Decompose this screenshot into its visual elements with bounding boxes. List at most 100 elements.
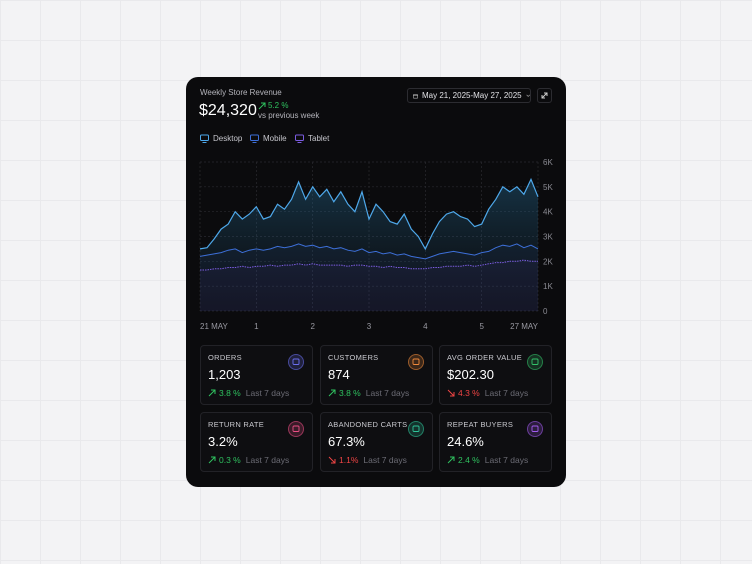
kpi-change-row: 4.3 % Last 7 days <box>447 388 528 398</box>
y-tick-label: 2K <box>543 257 553 266</box>
kpi-glyph <box>531 425 539 432</box>
legend-item: Mobile <box>250 134 287 143</box>
series-area <box>200 243 538 311</box>
kpi-glyph <box>531 358 539 365</box>
legend-swatch <box>295 134 304 141</box>
kpi-glyph <box>412 358 420 365</box>
x-tick-label: 2 <box>310 322 315 331</box>
kpi-value: 67.3% <box>328 434 365 449</box>
series-line <box>199 177 539 251</box>
trend-arrow <box>208 389 216 397</box>
kpi-change: 3.8 % <box>219 388 241 398</box>
kpi-glyph-shape <box>412 425 420 432</box>
kpi-icon <box>288 354 304 370</box>
legend-label: Desktop <box>213 134 243 143</box>
kpi-label: ORDERS <box>208 353 242 362</box>
kpi-change: 3.8 % <box>339 388 361 398</box>
y-tick-label: 5K <box>543 183 553 192</box>
revenue-change: 5.2 % <box>258 101 288 110</box>
kpi-change-row: 2.4 % Last 7 days <box>447 455 528 465</box>
y-tick-label: 0 <box>543 307 548 316</box>
kpi-value: 24.6% <box>447 434 484 449</box>
kpi-card: ORDERS 1,203 3.8 % Last 7 days <box>200 345 313 405</box>
kpi-card: CUSTOMERS 874 3.8 % Last 7 days <box>320 345 433 405</box>
kpi-glyph-shape <box>412 358 420 365</box>
kpi-icon <box>408 421 424 437</box>
arrow <box>447 456 455 464</box>
kpi-change: 2.4 % <box>458 455 480 465</box>
kpi-glyph <box>292 425 300 432</box>
kpi-card: ABANDONED CARTS 67.3% 1.1% Last 7 days <box>320 412 433 472</box>
legend-icon <box>250 134 259 143</box>
comparison: vs previous week <box>258 111 320 120</box>
y-tick-label: 6K <box>543 158 553 167</box>
kpi-period: Last 7 days <box>363 455 407 465</box>
legend-item: Desktop <box>200 134 242 143</box>
kpi-icon <box>527 354 543 370</box>
legend-swatch <box>250 134 259 141</box>
expand-icon <box>541 92 548 99</box>
kpi-change: 0.3 % <box>219 455 241 465</box>
kpi-period: Last 7 days <box>484 455 529 465</box>
kpi-glyph <box>412 425 420 432</box>
arrow <box>447 389 455 397</box>
kpi-period: Last 7 days <box>245 388 290 398</box>
kpi-value: 874 <box>328 367 350 382</box>
total-revenue: $24,320 <box>199 102 257 119</box>
chevron <box>526 94 530 97</box>
trend-arrow <box>328 389 336 397</box>
series-line <box>199 243 539 260</box>
change-value: 5.2 % <box>268 101 289 110</box>
kpi-change-row: 0.3 % Last 7 days <box>208 455 289 465</box>
trend-arrow <box>208 456 216 464</box>
series-area <box>200 260 538 311</box>
arrow <box>208 389 216 397</box>
arrow <box>208 456 216 464</box>
kpi-period: Last 7 days <box>245 455 290 465</box>
date-picker[interactable]: May 21, 2025-May 27, 2025 <box>407 88 531 103</box>
kpi-label: ABANDONED CARTS <box>328 420 408 429</box>
kpi-value: $202.30 <box>447 367 494 382</box>
expand-button[interactable] <box>537 88 552 103</box>
kpi-icon <box>527 421 543 437</box>
x-tick-label: 4 <box>423 322 428 331</box>
kpi-icon <box>288 421 304 437</box>
arrow <box>328 456 336 464</box>
kpi-icon <box>408 354 424 370</box>
kpi-change-row: 3.8 % Last 7 days <box>208 388 289 398</box>
kpi-change-row: 1.1% Last 7 days <box>328 455 407 465</box>
kpi-glyph <box>292 358 300 365</box>
series-line <box>200 259 538 271</box>
kpi-change: 4.3 % <box>458 388 480 398</box>
legend-item: Tablet <box>295 134 329 143</box>
x-tick-label: 27 MAY <box>510 322 539 331</box>
x-tick-label: 21 MAY <box>200 322 229 331</box>
legend-swatch <box>200 134 209 141</box>
kpi-period: Last 7 days <box>484 388 529 398</box>
kpi-glyph-shape <box>292 425 300 432</box>
trend-arrow <box>328 456 336 464</box>
kpi-label: AVG ORDER VALUE <box>447 353 523 362</box>
y-tick-label: 1K <box>543 282 553 291</box>
x-tick-label: 3 <box>367 322 372 331</box>
y-tick-label: 3K <box>543 233 553 242</box>
trend-arrow <box>258 102 266 109</box>
kpi-value: 3.2% <box>208 434 238 449</box>
kpi-label: CUSTOMERS <box>328 353 379 362</box>
kpi-card: REPEAT BUYERS 24.6% 2.4 % Last 7 days <box>439 412 552 472</box>
trend-arrow <box>447 389 455 397</box>
kpi-change: 1.1% <box>339 455 359 465</box>
card-title: Weekly Store Revenue <box>200 88 282 97</box>
date-range: May 21, 2025-May 27, 2025 <box>422 91 522 100</box>
x-tick-label: 5 <box>479 322 484 331</box>
legend-label: Tablet <box>308 134 330 143</box>
legend-icon <box>295 134 304 143</box>
kpi-value: 1,203 <box>208 367 241 382</box>
kpi-glyph-shape <box>292 358 300 365</box>
calendar-icon <box>413 93 418 98</box>
x-tick-label: 1 <box>254 322 259 331</box>
kpi-glyph-shape <box>531 358 539 365</box>
